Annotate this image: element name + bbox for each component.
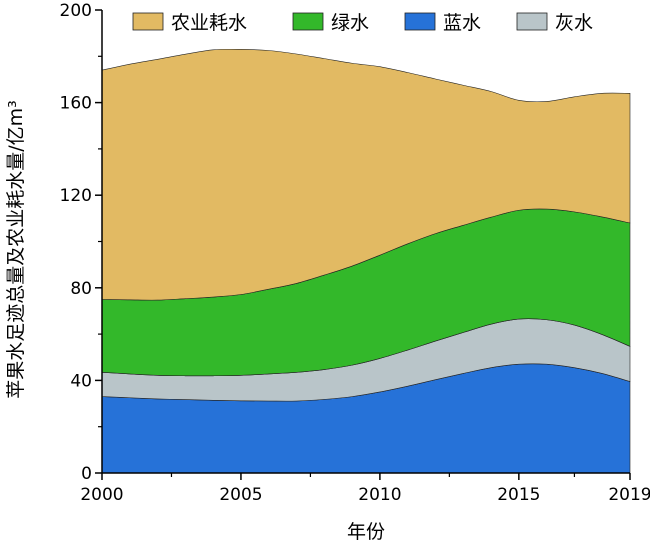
y-tick-label-0: 0 [81,464,92,484]
x-tick-label-2010: 2010 [358,485,401,505]
legend-swatch [292,12,324,31]
legend-swatch [132,12,164,31]
legend-swatch [404,12,436,31]
x-tick-label-2000: 2000 [80,485,123,505]
legend-item-0: 农业耗水 [132,12,247,34]
y-tick-label-160: 160 [60,94,92,114]
legend: 农业耗水 绿水 蓝水 灰水 [132,12,593,34]
legend-item-1: 绿水 [292,12,369,34]
x-tick-label-2019: 2019 [608,485,650,505]
area-3 [101,48,631,301]
legend-label: 绿水 [331,12,369,34]
legend-swatch [516,12,548,31]
y-tick-label-40: 40 [70,371,92,391]
legend-item-2: 蓝水 [404,12,481,34]
y-tick-label-80: 80 [70,279,92,299]
x-tick-label-2005: 2005 [219,485,262,505]
legend-label: 蓝水 [443,12,481,34]
legend-label: 农业耗水 [171,12,247,34]
axes: 0 40 80 120 160 200 2000 2005 2010 2015 2019 [60,1,650,505]
legend-item-3: 灰水 [516,12,593,34]
x-tick-label-2015: 2015 [497,485,540,505]
y-axis-title: 苹果水足迹总量及农业耗水量/亿m³ [5,100,27,399]
legend-label: 灰水 [555,12,593,34]
y-tick-label-120: 120 [60,186,92,206]
stacked-areas [101,48,631,474]
y-tick-label-200: 200 [60,1,92,21]
x-axis-title: 年份 [347,521,385,543]
